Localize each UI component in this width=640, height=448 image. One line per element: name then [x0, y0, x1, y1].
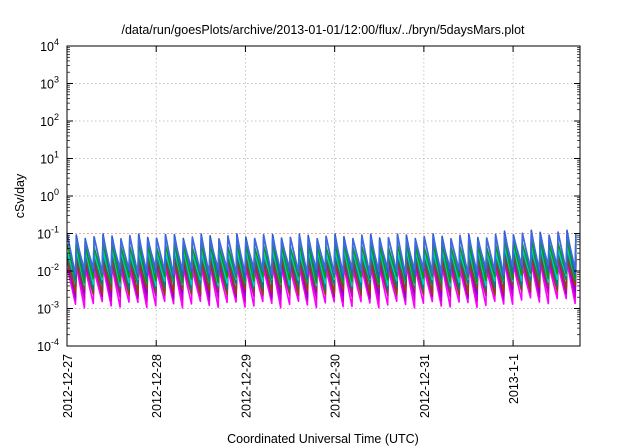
series-group [66, 229, 577, 309]
y-tick-label: 10-3 [37, 300, 59, 317]
x-tick-label: 2012-12-30 [329, 354, 343, 418]
y-tick-base: 10 [40, 153, 54, 167]
y-tick-label: 104 [40, 37, 59, 54]
y-tick-base: 10 [37, 228, 51, 242]
y-tick-base: 10 [37, 265, 51, 279]
y-tick-exponent: 3 [54, 75, 59, 85]
y-tick-base: 10 [40, 115, 54, 129]
y-tick-label: 100 [40, 187, 59, 204]
y-tick-base: 10 [37, 340, 51, 354]
y-axis-label: cSv/day [13, 173, 27, 218]
y-tick-exponent: -3 [51, 300, 59, 310]
y-tick-label: 101 [40, 150, 59, 167]
y-tick-label: 10-2 [37, 262, 59, 279]
series-line [66, 261, 577, 309]
y-tick-base: 10 [40, 40, 54, 54]
y-tick-label: 103 [40, 75, 59, 92]
series-line [66, 244, 577, 287]
y-tick-base: 10 [40, 78, 54, 92]
y-tick-exponent: -2 [51, 262, 59, 272]
series-line [66, 246, 577, 291]
y-tick-label: 10-4 [37, 337, 59, 354]
x-tick-label: 2012-12-27 [61, 354, 75, 418]
series-line [66, 229, 577, 280]
series-line [66, 231, 577, 276]
y-tick-label: 102 [40, 112, 59, 129]
y-tick-exponent: 0 [54, 187, 59, 197]
y-tick-exponent: 2 [54, 112, 59, 122]
x-axis: 2012-12-27 2012-12-28 2012-12-29 2012-12-30… [61, 46, 521, 418]
x-tick-label: 2013-1-1 [507, 354, 521, 404]
y-tick-exponent: 1 [54, 150, 59, 160]
series-line [66, 253, 577, 297]
x-tick-label: 2012-12-28 [150, 354, 164, 418]
chart-title: /data/run/goesPlots/archive/2013-01-01/1… [121, 23, 525, 37]
x-axis-label: Coordinated Universal Time (UTC) [227, 432, 419, 446]
y-tick-label: 10-1 [37, 225, 59, 242]
y-tick-exponent: -4 [51, 337, 59, 347]
series-line [66, 238, 577, 284]
x-tick-label: 2012-12-29 [239, 354, 253, 418]
y-tick-exponent: 4 [54, 37, 59, 47]
y-tick-exponent: -1 [51, 225, 59, 235]
y-tick-base: 10 [40, 190, 54, 204]
y-tick-base: 10 [37, 303, 51, 317]
x-tick-label: 2012-12-31 [418, 354, 432, 418]
